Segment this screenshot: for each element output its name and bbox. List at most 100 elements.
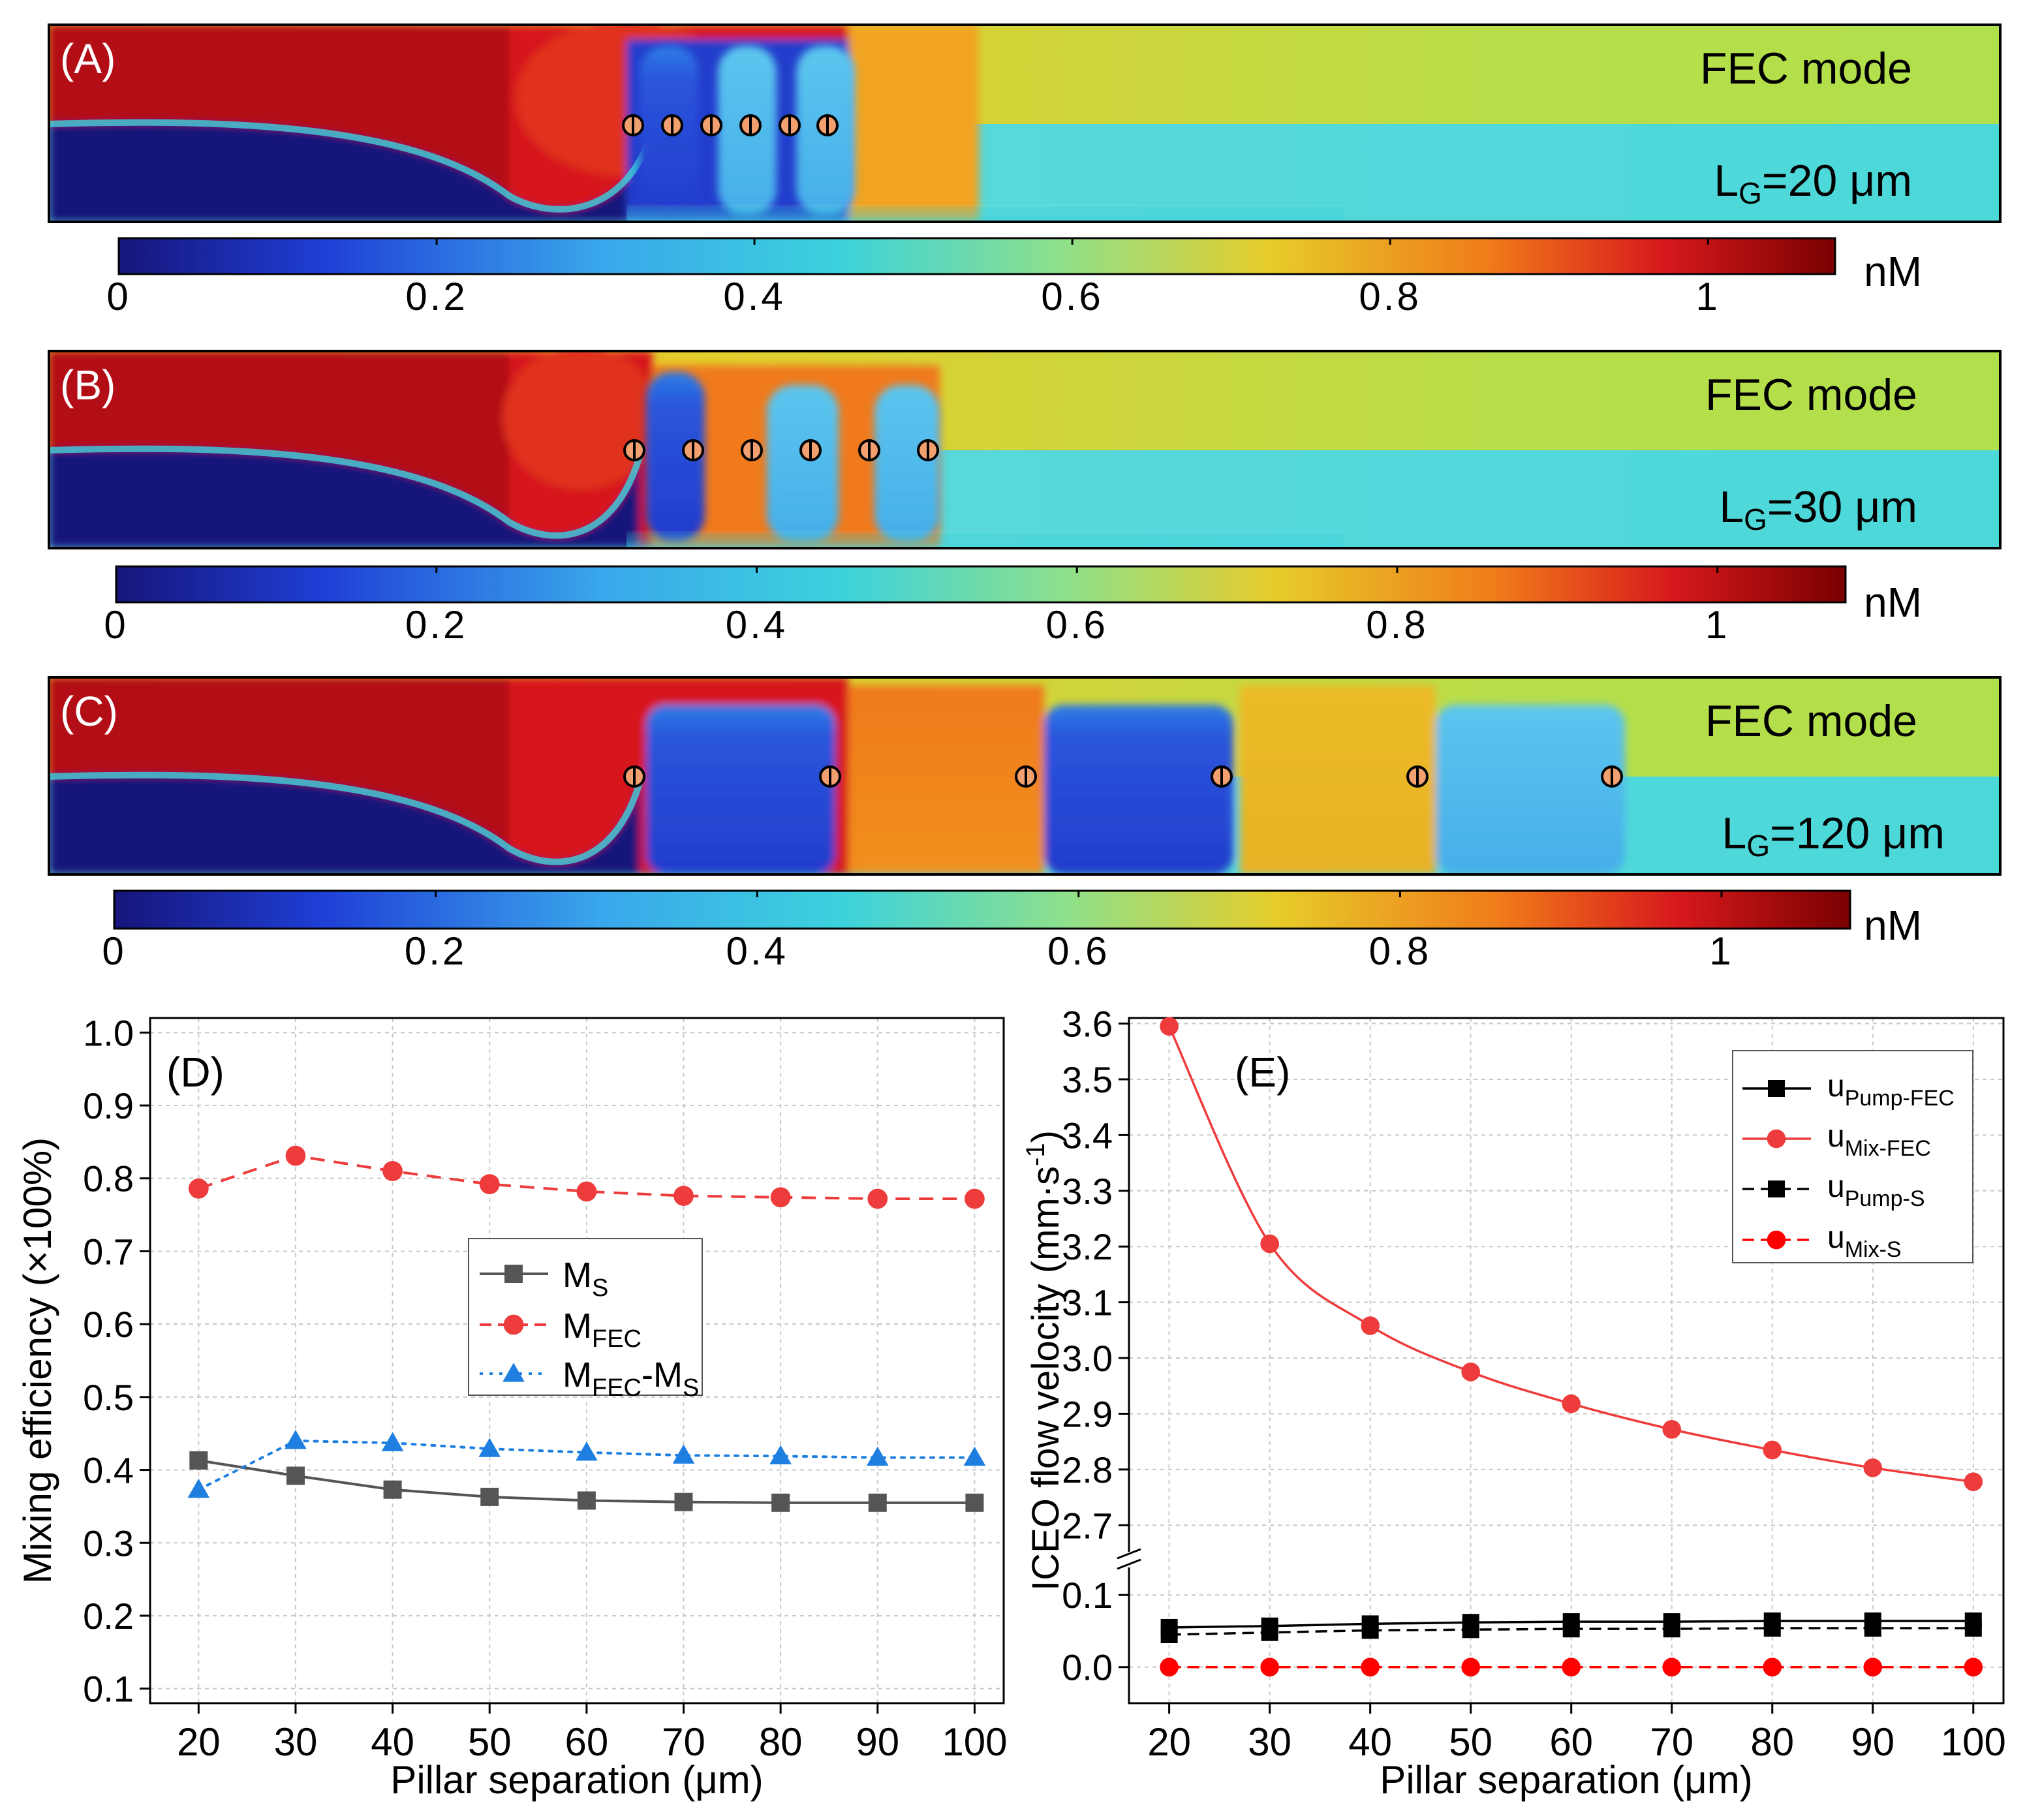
chart-e-xtick-label: 30	[1248, 1720, 1291, 1764]
chart-mixing-efficiency: 20 30 40 50 60 70 80 90 100 0.1 0.2 0.3 0.4 0.5 0.6 0.7…	[16, 1012, 1007, 1802]
chart-d-data-point	[383, 1480, 402, 1499]
chart-d-data-point	[866, 1446, 889, 1466]
chart-d-data-point	[868, 1493, 887, 1512]
chart-e-data-point	[1964, 1472, 1983, 1491]
chart-e-xtick-label: 70	[1650, 1720, 1693, 1764]
chart-e-series-2	[1160, 1017, 1983, 1491]
chart-e-data-point	[1863, 1458, 1883, 1477]
chart-d-ytick-label: 0.8	[83, 1158, 134, 1199]
colorbar-a-tick-label: 0.2	[405, 275, 467, 318]
chart-e-plot-frame	[1128, 1017, 2005, 1704]
pillar-c-6	[1601, 765, 1623, 788]
pillar-electrodes-c	[623, 765, 1623, 788]
chart-e-ytick-label: 3.6	[1062, 1004, 1113, 1045]
colorbar-a-tick-label: 0	[106, 275, 131, 318]
chart-e-axis-break	[1117, 1548, 1141, 1570]
chart-d-ytick-label: 0.9	[83, 1085, 134, 1126]
chart-d-legend-label: MFEC-MS	[563, 1355, 699, 1402]
gap-sub-b: G	[1744, 502, 1767, 536]
colorbar-b-tick-label: 0.6	[1046, 603, 1108, 647]
gap-label-a: LG=20 μm	[1714, 156, 1912, 210]
chart-d-xtick-label: 40	[371, 1720, 414, 1764]
gap-sub-a: G	[1739, 176, 1762, 210]
concentration-panel-c: (C) FEC mode LG=120 μm 0 0.2 0.4 0.6 0.8 1 nM	[48, 676, 2002, 973]
chart-d-xlabel: Pillar separation (μm)	[390, 1758, 763, 1802]
chart-e-data-point	[1663, 1620, 1680, 1638]
chart-d-xtick-label: 90	[856, 1720, 899, 1764]
chart-e-xtick-label: 40	[1348, 1720, 1392, 1764]
chart-d-xtick-label: 70	[662, 1720, 705, 1764]
chart-e-legend-marker	[1768, 1180, 1785, 1197]
colorbar-b: 0 0.2 0.4 0.6 0.8 1 nM	[104, 565, 1922, 647]
chart-e-ytick-label: 2.7	[1062, 1505, 1113, 1546]
chart-e-break-mark	[1117, 1548, 1141, 1560]
chart-e-ytick-label: 2.9	[1062, 1393, 1113, 1434]
colorbar-a-tick-label: 0.8	[1359, 275, 1421, 318]
chart-e-data-point	[1964, 1620, 1982, 1637]
pillar-b-3	[741, 439, 763, 461]
pillar-c-1	[623, 765, 645, 788]
chart-d-xtick-label: 20	[177, 1720, 221, 1764]
colorbar-c-tick-label: 0.8	[1369, 929, 1431, 973]
chart-d-data-point	[187, 1478, 210, 1498]
chart-d-xtick-label: 60	[564, 1720, 608, 1764]
concentration-field-c	[49, 677, 2000, 874]
chart-e-ytick-label: 0.1	[1062, 1575, 1113, 1616]
chart-d-data-point	[285, 1430, 307, 1449]
chart-d-data-point	[673, 1186, 694, 1206]
chart-iceo-velocity: 20 30 40 50 60 70 80 90 100 2.7 2.8 2.9 3.0 3.1 3.2 3.3…	[1021, 1004, 2006, 1802]
colorbar-c-tick-label: 1	[1709, 929, 1733, 973]
chart-e-data-point	[1562, 1658, 1581, 1677]
chart-d-plot-frame	[149, 1017, 1005, 1704]
chart-d-series	[187, 1145, 986, 1512]
chart-e-xtick-label: 50	[1449, 1720, 1492, 1764]
colorbar-b-tick-label: 0	[104, 603, 128, 647]
chart-e-data-point	[1260, 1658, 1279, 1677]
chart-e-legend-label: uMix-FEC	[1827, 1119, 1931, 1161]
colorbar-a-tick-label: 0.6	[1041, 275, 1103, 318]
chart-e-legend: uPump-FEC uMix-FEC uPump-S uMix-S	[1732, 1050, 1973, 1263]
chart-e-data-point	[1160, 1017, 1179, 1036]
chart-d-data-point	[576, 1441, 598, 1461]
chart-d-data-point	[577, 1491, 596, 1510]
chart-e-legend-marker	[1767, 1129, 1786, 1149]
colorbar-b-tick-label: 0.2	[405, 603, 467, 647]
chart-e-ytick-label: 3.4	[1062, 1115, 1113, 1156]
chart-e-data-point	[1763, 1620, 1781, 1637]
gap-label-c: LG=120 μm	[1722, 809, 1945, 863]
concentration-field-a	[49, 25, 2000, 222]
chart-d-data-point	[771, 1493, 790, 1512]
colorbar-unit-a: nM	[1864, 248, 1922, 295]
chart-e-ytick-label: 0.0	[1062, 1647, 1113, 1688]
chart-d-xtick-label: 30	[274, 1720, 318, 1764]
chart-d-ytick-label: 0.7	[83, 1231, 134, 1272]
colorbar-c-tick-label: 0	[102, 929, 126, 973]
chart-d-data-point	[672, 1444, 695, 1464]
colorbar-c-tick-label: 0.2	[405, 929, 467, 973]
chart-d-data-point	[381, 1432, 404, 1451]
pillar-c-4	[1211, 765, 1233, 788]
pillar-electrodes-b	[623, 439, 939, 461]
colorbar-c: 0 0.2 0.4 0.6 0.8 1 nM	[102, 889, 1922, 973]
colorbar-gradient-c	[113, 889, 1851, 930]
pillar-c-3	[1015, 765, 1037, 788]
chart-d-data-point	[478, 1438, 501, 1457]
gap-sub-c: G	[1746, 829, 1770, 863]
pillar-a-1	[622, 114, 644, 136]
chart-d-xtick-label: 80	[759, 1720, 803, 1764]
gap-label-b: LG=30 μm	[1719, 482, 1917, 536]
chart-e-data-point	[1260, 1234, 1279, 1254]
pillar-a-6	[816, 114, 839, 136]
colorbar-b-tick-label: 0.8	[1366, 603, 1428, 647]
chart-e-data-point	[1864, 1620, 1881, 1637]
gap-prefix-b: L	[1719, 482, 1744, 532]
pillar-c-5	[1406, 765, 1429, 788]
chart-e-data-point	[1763, 1658, 1782, 1677]
pillar-b-6	[917, 439, 939, 461]
chart-d-data-point	[479, 1174, 500, 1195]
chart-e-legend-label: uPump-S	[1827, 1169, 1925, 1211]
chart-e-ytick-label: 2.8	[1062, 1449, 1113, 1490]
chart-d-legend-label: MS	[563, 1256, 608, 1302]
